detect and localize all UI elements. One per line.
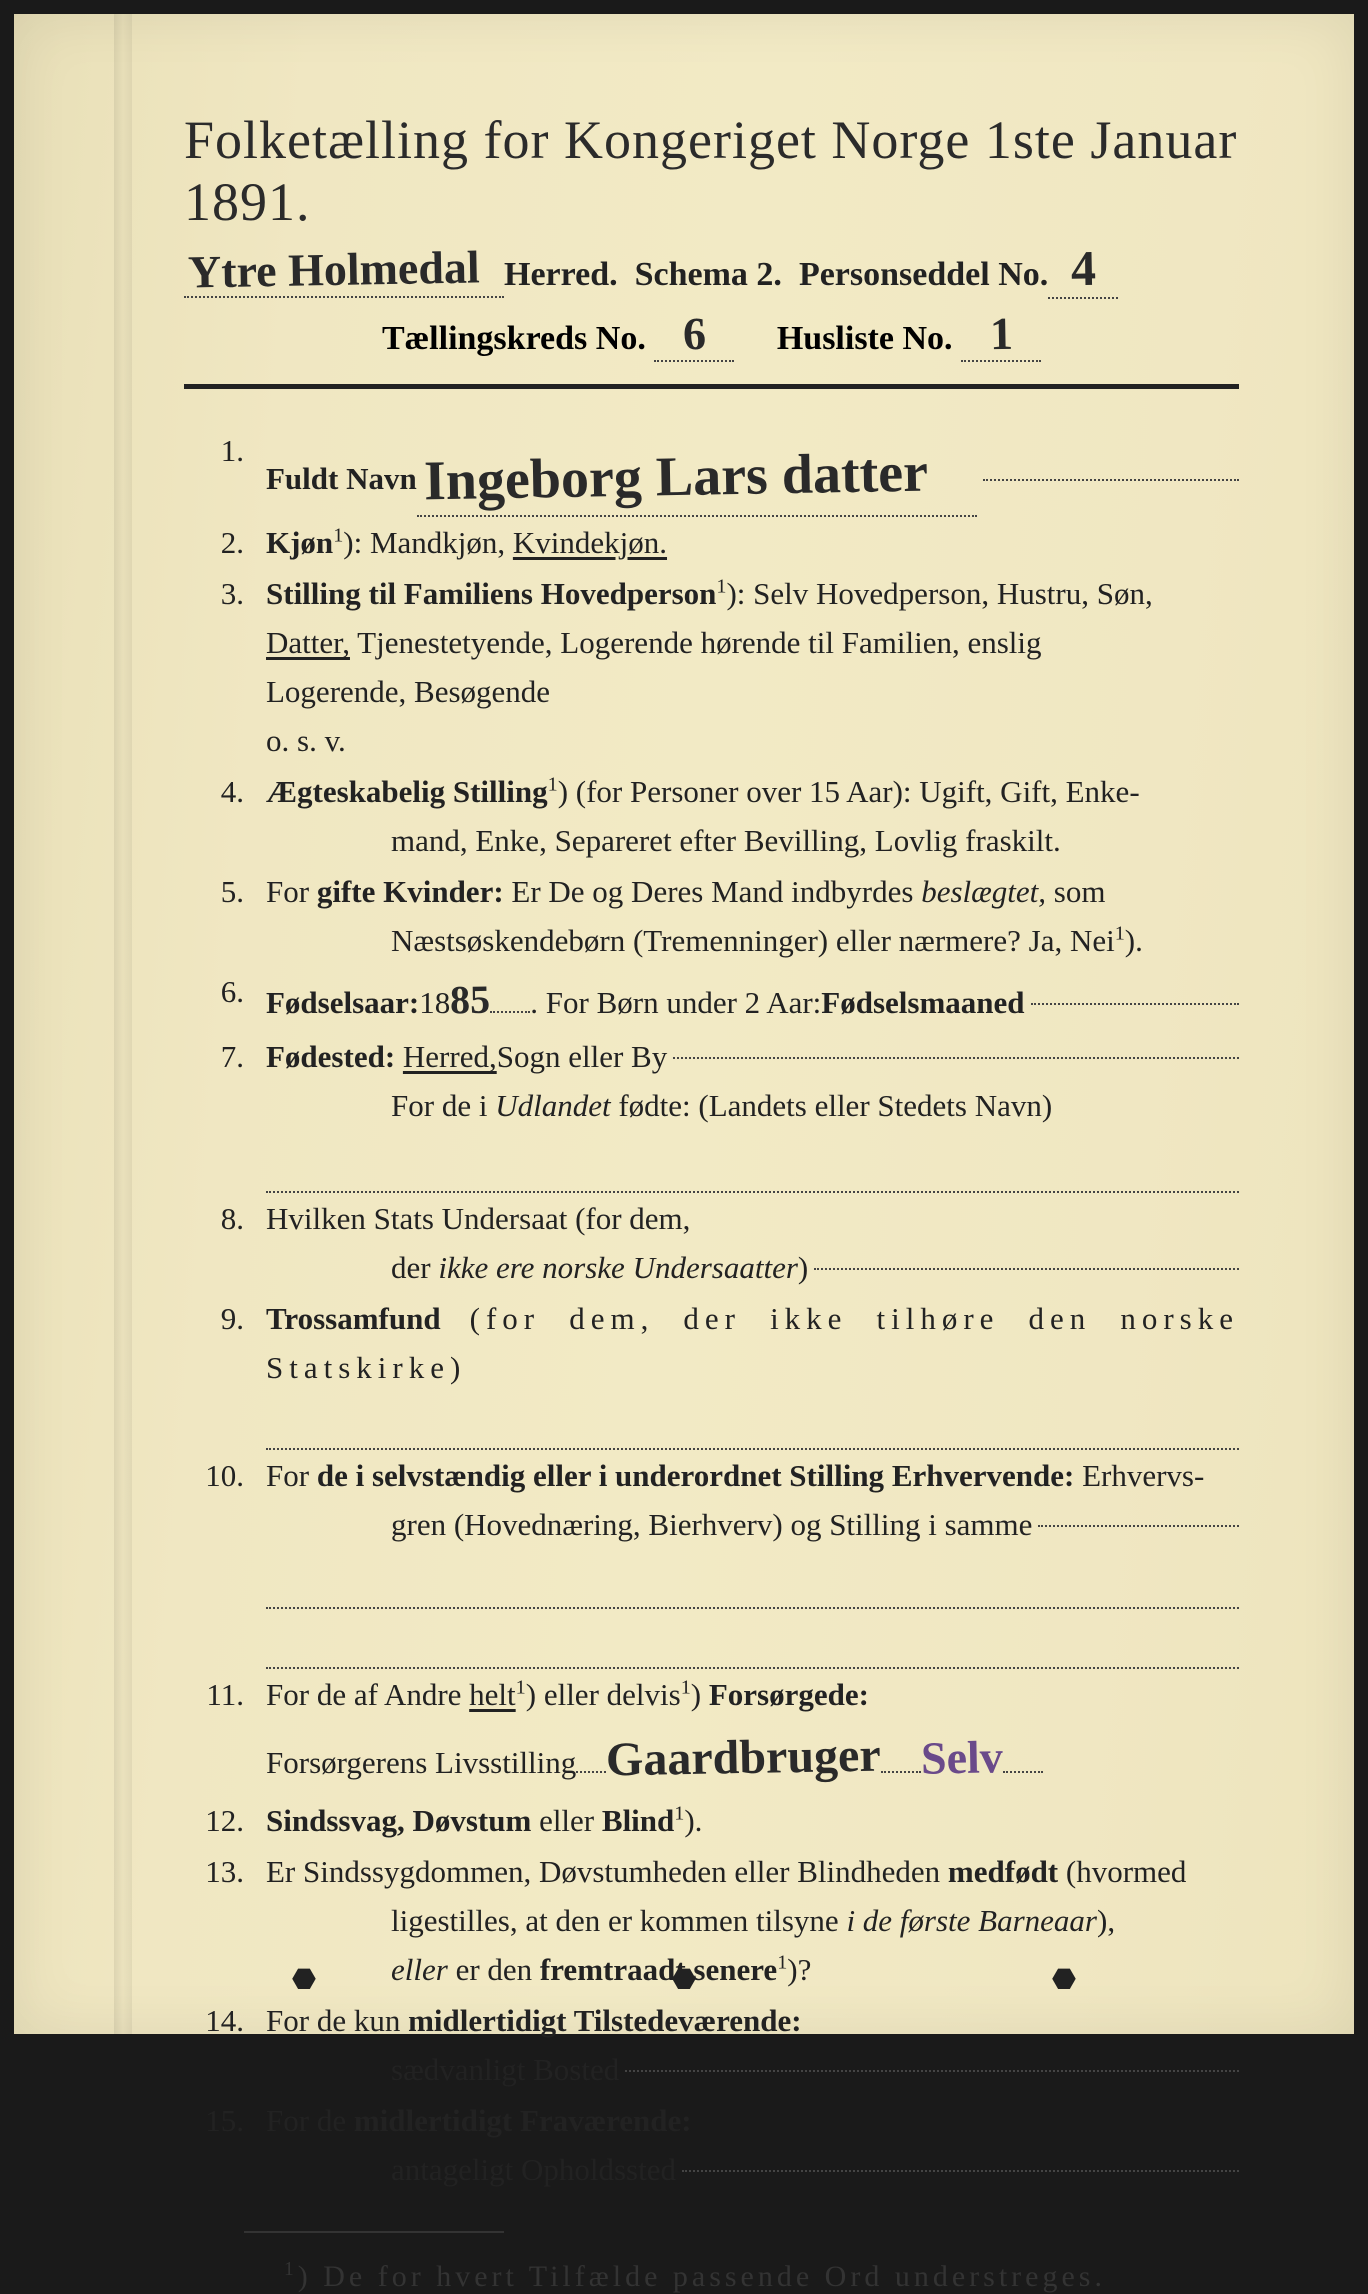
page-spine	[114, 14, 132, 2034]
q2: 2. Kjøn1): Mandkjøn, Kvindekjøn.	[194, 519, 1239, 568]
pin-icon: ⬣	[292, 1962, 316, 1996]
divider-top	[184, 384, 1239, 389]
q2-opt-kvinde: Kvindekjøn.	[513, 525, 667, 560]
kreds-label: Tællingskreds No.	[382, 320, 646, 357]
header-row-2: Tællingskreds No. 6 Husliste No. 1	[184, 307, 1239, 362]
q7-herred: Herred,	[403, 1033, 497, 1082]
q9-label: Trossamfund	[266, 1301, 441, 1336]
q11-hand2: Selv	[920, 1721, 1003, 1795]
q6-year: 85	[450, 968, 491, 1032]
q3-label: Stilling til Familiens Hovedperson	[266, 576, 716, 611]
pin-icon: ⬣	[672, 1962, 696, 1996]
q4: 4. Ægteskabelig Stilling1) (for Personer…	[194, 768, 1239, 866]
questions-list: 1. Fuldt Navn Ingeborg Lars datter 2. Kj…	[184, 427, 1239, 2195]
q3-datter: Datter,	[266, 625, 350, 660]
q15-label: midlertidigt Fraværende:	[354, 2103, 692, 2138]
header-row-1: Ytre Holmedal Herred. Schema 2. Personse…	[184, 239, 1239, 299]
personseddel-label: Personseddel No.	[799, 256, 1048, 294]
q12-label: Sindssvag, Døvstum	[266, 1803, 531, 1838]
q2-label: Kjøn	[266, 525, 333, 560]
footnote: 1) De for hvert Tilfælde passende Ord un…	[184, 2259, 1239, 2294]
q8: 8. Hvilken Stats Undersaat (for dem, der…	[194, 1195, 1239, 1293]
q6-label: Fødselsaar:	[266, 979, 419, 1028]
divider-footnote	[244, 2231, 504, 2233]
herred-label: Herred.	[504, 256, 618, 294]
q1-label: Fuldt Navn	[266, 455, 417, 504]
kreds-no: 6	[682, 307, 706, 360]
schema-label: Schema 2.	[635, 256, 782, 294]
husliste-label: Husliste No.	[777, 320, 953, 357]
q9: 9. Trossamfund (for dem, der ikke tilhør…	[194, 1295, 1239, 1450]
q4-label: Ægteskabelig Stilling	[266, 774, 548, 809]
q11: 11. For de af Andre helt1) eller delvis1…	[194, 1671, 1239, 1796]
q6: 6. Fødselsaar: 1885. For Børn under 2 Aa…	[194, 968, 1239, 1031]
q12: 12. Sindssvag, Døvstum eller Blind1).	[194, 1797, 1239, 1846]
q11-hand1: Gaardbruger	[606, 1717, 882, 1798]
q1: 1. Fuldt Navn Ingeborg Lars datter	[194, 427, 1239, 517]
q6-label2: Fødselsmaaned	[821, 979, 1024, 1028]
q15: 15. For de midlertidigt Fraværende: anta…	[194, 2097, 1239, 2195]
q2-opt-mand: Mandkjøn,	[370, 525, 505, 560]
personseddel-no: 4	[1070, 239, 1096, 297]
q5-label: gifte Kvinder:	[317, 874, 504, 909]
husliste-no: 1	[989, 307, 1013, 360]
binding-pins: ⬣ ⬣ ⬣	[14, 1962, 1354, 1996]
q14-label: midlertidigt Tilstedeværende:	[408, 2003, 802, 2038]
q7-label: Fødested:	[266, 1033, 395, 1082]
q14: 14. For de kun midlertidigt Tilstedevære…	[194, 1997, 1239, 2095]
q3: 3. Stilling til Familiens Hovedperson1):…	[194, 570, 1239, 766]
q1-value: Ingeborg Lars datter	[424, 429, 929, 526]
q10: 10. For de i selvstændig eller i underor…	[194, 1452, 1239, 1669]
q5: 5. For gifte Kvinder: Er De og Deres Man…	[194, 868, 1239, 966]
pin-icon: ⬣	[1052, 1962, 1076, 1996]
census-form-page: Folketælling for Kongeriget Norge 1ste J…	[14, 14, 1354, 2034]
q7: 7. Fødested: Herred, Sogn eller By For d…	[194, 1033, 1239, 1192]
form-title: Folketælling for Kongeriget Norge 1ste J…	[184, 109, 1239, 233]
herred-name-handwritten: Ytre Holmedal	[188, 240, 481, 298]
